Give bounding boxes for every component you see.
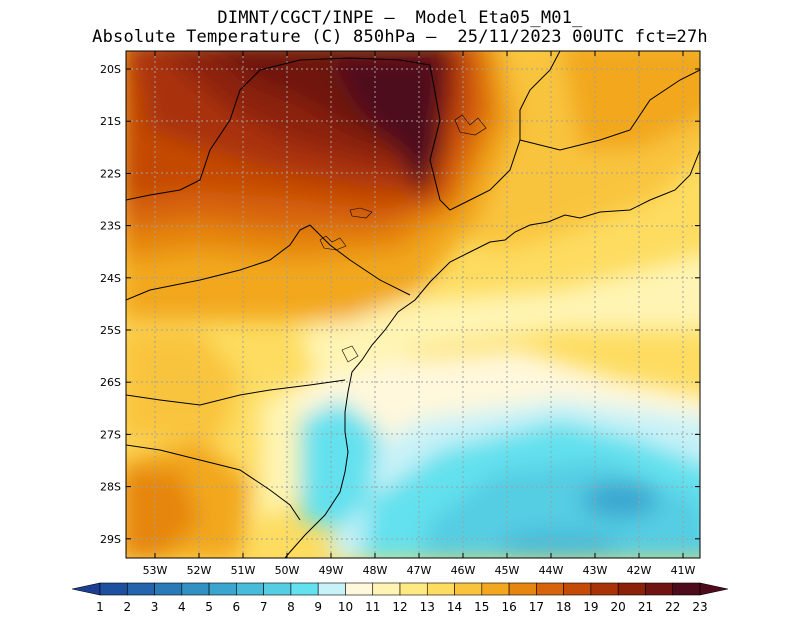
colorbar-swatch bbox=[236, 582, 264, 596]
colorbar-label: 10 bbox=[338, 600, 353, 614]
latitude-label: 28S bbox=[100, 481, 121, 494]
colorbar-swatch bbox=[426, 582, 455, 596]
colorbar-swatch bbox=[481, 582, 510, 596]
latitude-label: 22S bbox=[100, 167, 121, 180]
longitude-label: 53W bbox=[143, 564, 168, 577]
colorbar-label: 17 bbox=[529, 600, 544, 614]
colorbar-label: 19 bbox=[583, 600, 598, 614]
colorbar-swatch bbox=[536, 582, 564, 596]
latitude-labels: 20S 21S 22S 23S 24S 25S 26S 27S 28S 29S bbox=[100, 63, 121, 546]
colorbar-label: 2 bbox=[123, 600, 131, 614]
colorbar-swatch bbox=[645, 582, 674, 596]
colorbar bbox=[71, 582, 729, 596]
colorbar-label: 23 bbox=[692, 600, 707, 614]
colorbar-label: 6 bbox=[233, 600, 241, 614]
colorbar-swatch bbox=[672, 582, 701, 596]
colorbar-label: 22 bbox=[665, 600, 680, 614]
colorbar-label: 9 bbox=[314, 600, 322, 614]
colorbar-swatch bbox=[181, 582, 210, 596]
colorbar-label: 12 bbox=[392, 600, 407, 614]
longitude-label: 50W bbox=[275, 564, 300, 577]
latitude-label: 26S bbox=[100, 376, 121, 389]
map-title-line-2: Absolute Temperature (C) 850hPa – 25/11/… bbox=[92, 27, 708, 47]
graticule bbox=[126, 51, 700, 558]
colorbar-label: 7 bbox=[260, 600, 268, 614]
colorbar-label: 11 bbox=[365, 600, 380, 614]
longitude-label: 42W bbox=[627, 564, 652, 577]
map-title-line-1: DIMNT/CGCT/INPE – Model Eta05_M01_ bbox=[217, 8, 583, 28]
colorbar-label: 21 bbox=[638, 600, 653, 614]
longitude-label: 52W bbox=[187, 564, 212, 577]
colorbar-swatch bbox=[399, 582, 428, 596]
latitude-label: 25S bbox=[100, 324, 121, 337]
rivers-lakes bbox=[319, 114, 487, 363]
latitude-label: 27S bbox=[100, 428, 121, 441]
coastline-borders bbox=[126, 51, 700, 558]
temperature-field bbox=[126, 51, 700, 558]
colorbar-swatch bbox=[563, 582, 592, 596]
colorbar-label: 13 bbox=[420, 600, 435, 614]
colorbar-label: 18 bbox=[556, 600, 571, 614]
colorbar-swatch bbox=[99, 582, 128, 596]
latitude-label: 20S bbox=[100, 63, 121, 76]
longitude-labels: 53W 52W 51W 50W 49W 48W 47W 46W 45W 44W 43W 42W 41W bbox=[143, 564, 696, 577]
longitude-label: 43W bbox=[583, 564, 608, 577]
colorbar-swatch bbox=[263, 582, 292, 596]
colorbar-swatch bbox=[590, 582, 619, 596]
longitude-label: 41W bbox=[671, 564, 696, 577]
colorbar-label: 16 bbox=[501, 600, 516, 614]
colorbar-swatch bbox=[508, 582, 537, 596]
longitude-label: 44W bbox=[539, 564, 564, 577]
latitude-label: 29S bbox=[100, 533, 121, 546]
colorbar-arrow-high bbox=[699, 582, 729, 596]
latitude-label: 24S bbox=[100, 272, 121, 285]
colorbar-swatch bbox=[617, 582, 646, 596]
colorbar-labels: 1 2 3 4 5 6 7 8 9 10 11 12 13 14 15 16 17 18 19 20 21 22 23 bbox=[96, 600, 707, 614]
colorbar-swatch bbox=[126, 582, 155, 596]
colorbar-label: 3 bbox=[151, 600, 159, 614]
longitude-label: 51W bbox=[231, 564, 256, 577]
latitude-label: 21S bbox=[100, 115, 121, 128]
colorbar-arrow-low bbox=[71, 582, 101, 596]
colorbar-swatch bbox=[454, 582, 483, 596]
colorbar-label: 5 bbox=[205, 600, 213, 614]
longitude-label: 46W bbox=[451, 564, 476, 577]
colorbar-swatch bbox=[154, 582, 183, 596]
colorbar-label: 1 bbox=[96, 600, 104, 614]
colorbar-swatch bbox=[317, 582, 346, 596]
colorbar-swatch bbox=[372, 582, 401, 596]
longitude-label: 48W bbox=[363, 564, 388, 577]
map-frame bbox=[125, 50, 701, 559]
colorbar-label: 4 bbox=[178, 600, 186, 614]
colorbar-label: 14 bbox=[447, 600, 462, 614]
colorbar-label: 20 bbox=[611, 600, 626, 614]
colorbar-swatch bbox=[290, 582, 319, 596]
latitude-label: 23S bbox=[100, 220, 121, 233]
longitude-label: 45W bbox=[495, 564, 520, 577]
longitude-label: 49W bbox=[319, 564, 344, 577]
colorbar-swatch bbox=[208, 582, 237, 596]
colorbar-label: 15 bbox=[474, 600, 489, 614]
longitude-label: 47W bbox=[407, 564, 432, 577]
colorbar-swatch bbox=[345, 582, 374, 596]
colorbar-label: 8 bbox=[287, 600, 295, 614]
